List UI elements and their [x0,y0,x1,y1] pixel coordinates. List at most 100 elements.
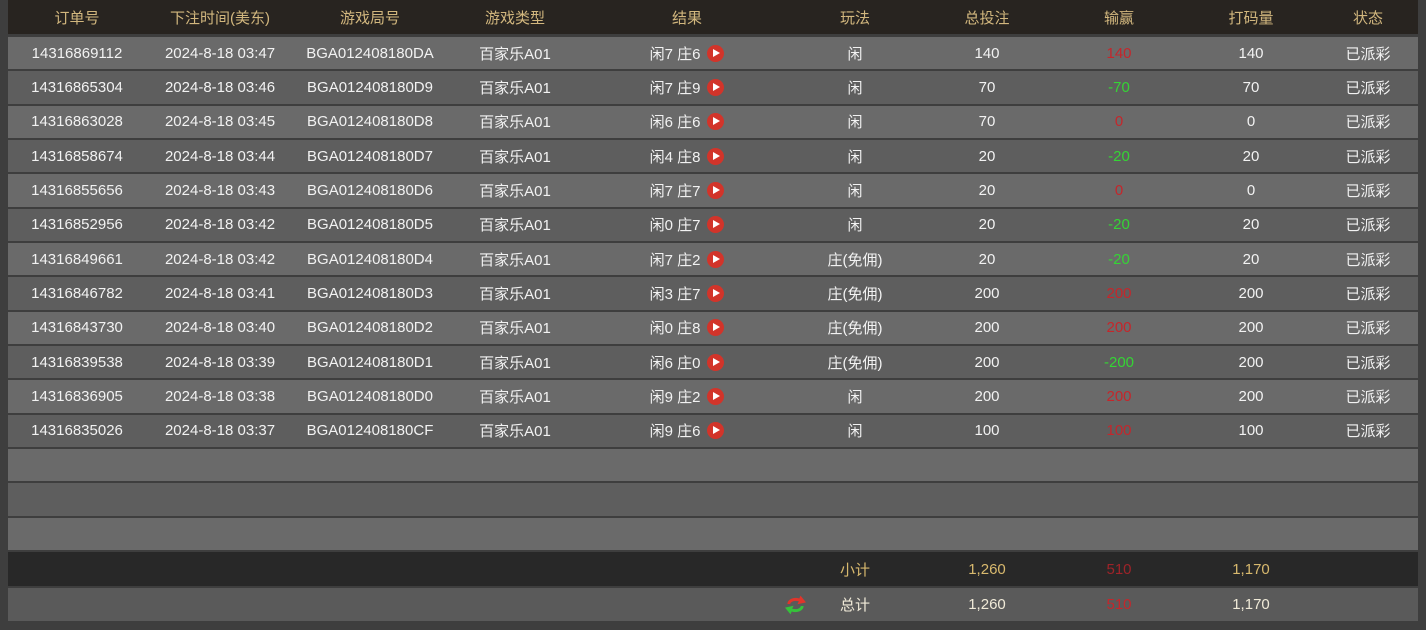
cell-win-loss: 200 [1106,319,1132,337]
cell-round-id: BGA012408180D3 [307,284,433,302]
play-icon[interactable] [707,250,725,268]
cell-bet-time: 2024-8-18 03:43 [164,181,276,199]
result-text: 闲7 庄6 [649,45,701,63]
cell-status: 已派彩 [1345,388,1391,406]
cell-bet-time: 2024-8-18 03:46 [164,78,276,96]
cell-turnover: 20 [1242,216,1260,234]
cell-total-bet: 20 [978,216,996,234]
cell-round-id: BGA012408180D2 [307,319,433,337]
result-text: 闲7 庄9 [649,79,701,97]
cell-game-type: 百家乐A01 [479,79,551,97]
cell-status: 已派彩 [1345,114,1391,132]
cell-round-id: BGA012408180D1 [307,353,433,371]
play-icon[interactable] [707,353,725,371]
cell-turnover: 0 [1246,113,1256,131]
cell-result: 闲4 庄8 [584,146,790,167]
cell-play-type: 闲 [847,45,863,63]
cell-result: 闲0 庄8 [584,317,790,338]
subtotal-label: 小计 [839,561,870,579]
cell-bet-time: 2024-8-18 03:39 [164,353,276,371]
cell-play-type: 闲 [847,79,863,97]
cell-win-loss: 200 [1106,387,1132,405]
subtotal-bet: 1,260 [968,560,1006,578]
column-header: 总投注 [964,9,1010,27]
cell-status: 已派彩 [1345,217,1391,235]
cell-play-type: 庄(免佣) [827,320,883,338]
play-icon[interactable] [707,387,725,405]
table-row: 14316863028 2024-8-18 03:45 BGA012408180… [8,105,1418,138]
cell-total-bet: 20 [978,147,996,165]
cell-order-id: 14316855656 [31,181,123,199]
cell-game-type: 百家乐A01 [479,182,551,200]
cell-play-type: 闲 [847,217,863,235]
result-text: 闲7 庄7 [649,182,701,200]
play-icon[interactable] [707,319,725,337]
cell-result: 闲6 庄6 [584,111,790,132]
play-icon[interactable] [707,44,725,62]
table-row [8,483,1418,516]
cell-total-bet: 70 [978,113,996,131]
cell-order-id: 14316858674 [31,147,123,165]
play-icon[interactable] [707,78,725,96]
cell-round-id: BGA012408180D8 [307,113,433,131]
result-text: 闲9 庄2 [649,388,701,406]
table-row [8,448,1418,482]
table-row [8,517,1418,550]
cell-status: 已派彩 [1345,182,1391,200]
cell-turnover: 20 [1242,250,1260,268]
cell-total-bet: 200 [974,387,1000,405]
play-icon[interactable] [707,422,725,440]
play-icon[interactable] [707,113,725,131]
bet-records-table: 订单号 下注时间(美东) 游戏局号 游戏类型 结果 玩法 总投注 输赢 打码量 状态 143168… [8,0,1418,630]
result-text: 闲0 庄8 [649,320,701,338]
cell-round-id: BGA012408180DA [306,44,434,62]
play-icon[interactable] [707,216,725,234]
cell-game-type: 百家乐A01 [479,354,551,372]
cell-order-id: 14316849661 [31,250,123,268]
cell-game-type: 百家乐A01 [479,114,551,132]
cell-order-id: 14316836905 [31,387,123,405]
cell-order-id: 14316835026 [31,422,123,440]
subtotal-turnover: 1,170 [1232,560,1270,578]
cell-play-type: 闲 [847,182,863,200]
cell-play-type: 闲 [847,388,863,406]
play-icon[interactable] [707,181,725,199]
cell-status: 已派彩 [1345,148,1391,166]
cell-game-type: 百家乐A01 [479,251,551,269]
column-header: 玩法 [839,9,870,27]
column-header: 游戏局号 [339,9,400,27]
cell-win-loss: -20 [1108,250,1130,268]
cell-bet-time: 2024-8-18 03:40 [164,319,276,337]
table-row: 14316846782 2024-8-18 03:41 BGA012408180… [8,277,1418,310]
result-text: 闲0 庄7 [649,217,701,235]
cell-round-id: BGA012408180D9 [307,78,433,96]
cell-bet-time: 2024-8-18 03:41 [164,284,276,302]
cell-bet-time: 2024-8-18 03:38 [164,387,276,405]
cell-total-bet: 200 [974,319,1000,337]
cell-bet-time: 2024-8-18 03:45 [164,113,276,131]
cell-order-id: 14316839538 [31,353,123,371]
cell-win-loss: 0 [1114,113,1124,131]
cell-round-id: BGA012408180D5 [307,216,433,234]
cell-win-loss: -200 [1103,353,1135,371]
cell-round-id: BGA012408180D7 [307,147,433,165]
cell-result: 闲7 庄9 [584,77,790,98]
cell-status: 已派彩 [1345,79,1391,97]
cell-win-loss: -70 [1108,78,1130,96]
total-row: 总计 1,260 510 1,170 [8,588,1418,621]
play-icon[interactable] [707,284,725,302]
cell-win-loss: -20 [1108,147,1130,165]
column-header: 订单号 [54,9,100,27]
refresh-icon[interactable] [784,594,807,615]
play-icon[interactable] [707,147,725,165]
result-text: 闲6 庄0 [649,354,701,372]
cell-result: 闲9 庄6 [584,420,790,441]
cell-total-bet: 100 [974,422,1000,440]
table-body: 14316869112 2024-8-18 03:47 BGA012408180… [8,37,1418,550]
cell-order-id: 14316869112 [31,44,123,62]
cell-game-type: 百家乐A01 [479,388,551,406]
table-row: 14316836905 2024-8-18 03:38 BGA012408180… [8,380,1418,413]
cell-result: 闲7 庄6 [584,43,790,64]
cell-game-type: 百家乐A01 [479,423,551,441]
total-label: 总计 [839,597,870,614]
